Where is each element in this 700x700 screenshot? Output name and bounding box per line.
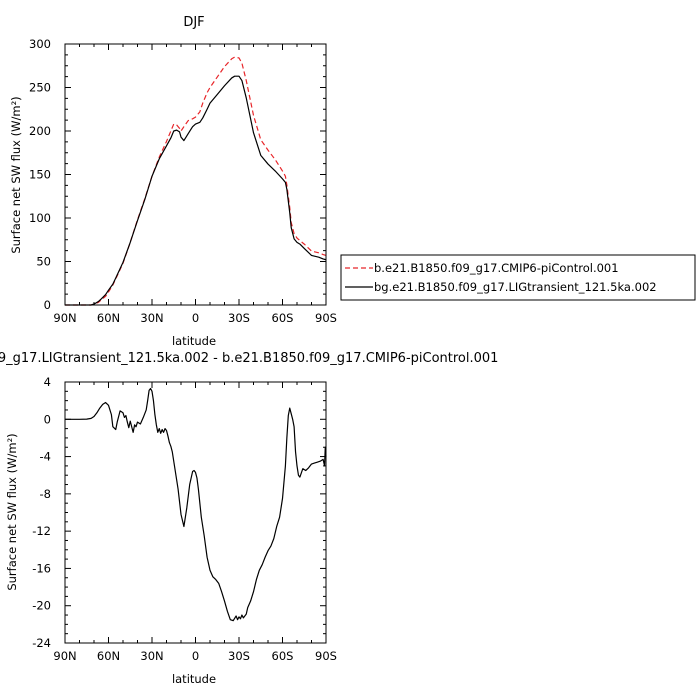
legend-label-series-1: b.e21.B1850.f09_g17.CMIP6-piControl.001 [374,261,619,275]
y-tick-label: 50 [36,255,51,269]
x-tick-label: 30S [228,311,250,325]
y-tick-label: -20 [32,599,51,613]
bottom-chart-title: bg.e21.B1850.f09_g17.LIGtransient_121.5k… [0,351,498,366]
x-tick-label: 90S [315,649,337,663]
y-tick-label: -8 [40,487,51,501]
top-plot-frame [64,43,327,306]
x-tick-label: 0 [192,649,199,663]
x-tick-label: 30N [140,649,163,663]
x-tick-label: 60N [97,649,120,663]
y-tick-label: -16 [32,561,51,575]
x-tick-label: 60N [97,311,120,325]
bottom-series-layer [65,387,327,622]
y-tick-label: 4 [44,375,51,389]
top-y-tick-labels: 0 50 100 150 200 250 300 [29,37,51,312]
legend-label-series-2: bg.e21.B1850.f09_g17.LIGtransient_121.5k… [374,280,657,294]
bottom-tick-marks [64,381,327,644]
bottom-x-axis-title: latitude [172,672,216,686]
bottom-y-tick-labels: 4 0 -4 -8 -12 -16 -20 -24 [32,375,51,650]
bottom-panel: bg.e21.B1850.f09_g17.LIGtransient_121.5k… [0,351,498,686]
y-tick-label: 250 [29,81,51,95]
x-tick-label: 30S [228,649,250,663]
legend-box [340,254,696,301]
y-tick-label: 100 [29,211,51,225]
top-series-line-2 [65,75,327,306]
x-tick-label: 60S [272,649,294,663]
top-tick-marks [64,43,327,306]
bottom-plot-frame [64,381,327,644]
top-x-tick-labels: 90N 60N 30N 0 30S 60S 90S [53,311,337,325]
bot-series-line-1 [65,387,327,622]
y-tick-label: -12 [32,524,51,538]
top-series-line-1 [65,56,327,306]
top-y-axis-title: Surface net SW flux (W/m²) [9,96,23,253]
x-tick-label: 60S [272,311,294,325]
x-tick-label: 90N [53,649,76,663]
top-chart-title: DJF [183,15,204,30]
x-tick-label: 90S [315,311,337,325]
top-series-layer [65,56,327,306]
y-tick-label: 0 [44,298,51,312]
x-tick-label: 90N [53,311,76,325]
y-tick-label: -24 [32,636,51,650]
x-tick-label: 0 [192,311,199,325]
top-x-axis-title: latitude [172,334,216,348]
y-tick-label: 0 [44,412,51,426]
bottom-y-axis-title: Surface net SW flux (W/m²) [5,433,19,590]
legend: b.e21.B1850.f09_g17.CMIP6-piControl.001 … [340,254,696,301]
y-tick-label: 150 [29,168,51,182]
y-tick-label: -4 [40,450,51,464]
bottom-x-tick-labels: 90N 60N 30N 0 30S 60S 90S [53,649,337,663]
y-tick-label: 200 [29,124,51,138]
x-tick-label: 30N [140,311,163,325]
y-tick-label: 300 [29,37,51,51]
top-panel: DJF 90N 60N 30N 0 30S 60S 90S 0 50 100 150 200 250 3… [9,15,337,348]
